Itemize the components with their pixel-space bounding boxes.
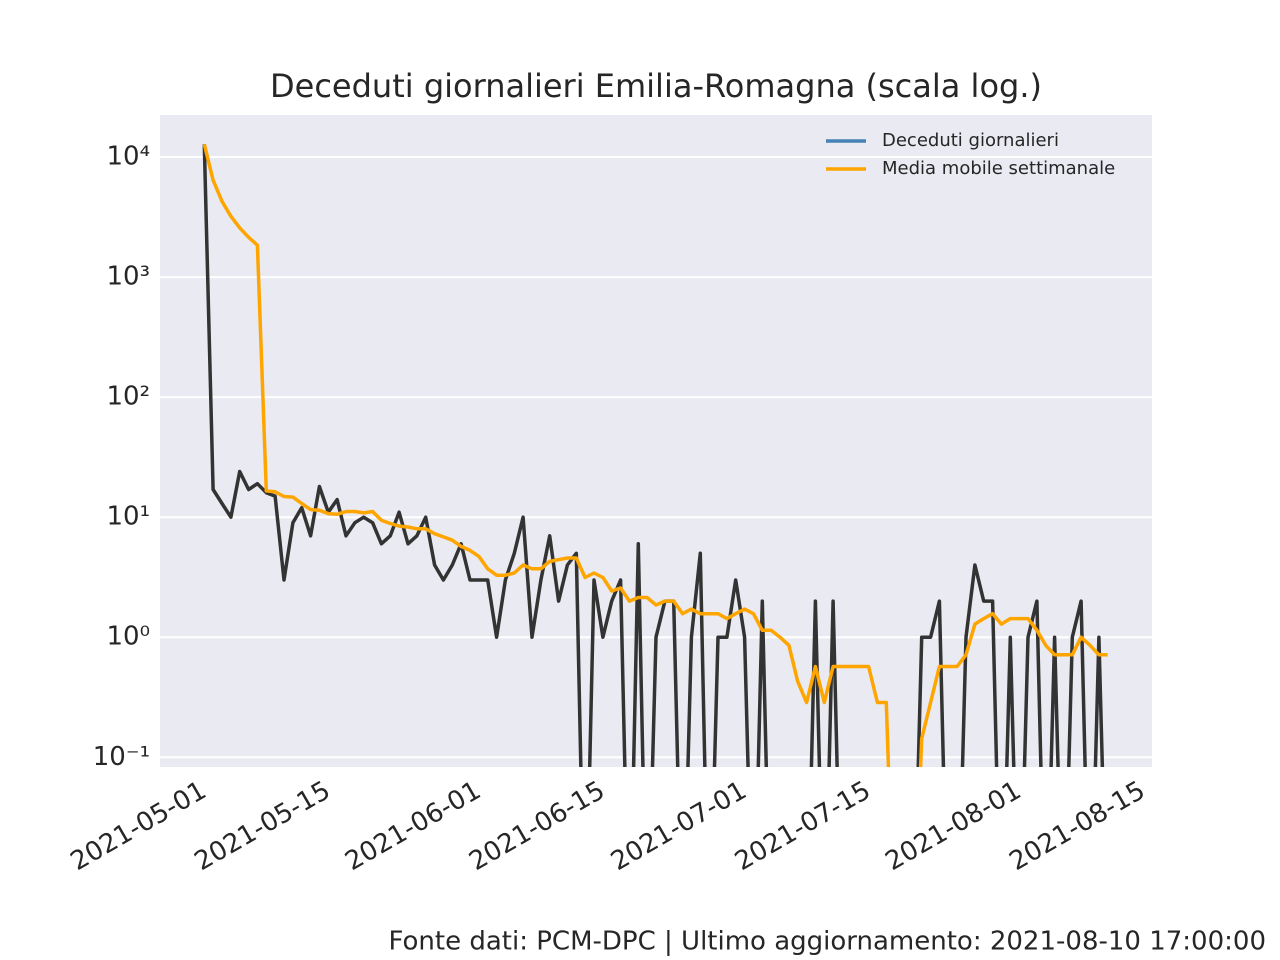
series-line <box>202 144 1105 767</box>
lines <box>202 143 1108 767</box>
x-tick-label: 2021-07-01 <box>606 776 752 878</box>
legend-label: Media mobile settimanale <box>882 158 1115 179</box>
y-tick-label: 10⁻¹ <box>93 742 150 772</box>
y-tick-label: 10⁰ <box>106 622 150 652</box>
x-tick-label: 2021-08-15 <box>1005 776 1151 878</box>
chart-title: Deceduti giornalieri Emilia-Romagna (sca… <box>270 67 1042 105</box>
series-line <box>202 143 1108 767</box>
x-tick-label: 2021-05-15 <box>190 776 336 878</box>
y-tick-label: 10⁴ <box>106 142 150 172</box>
y-tick-label: 10¹ <box>106 502 150 532</box>
x-tick-label: 2021-07-15 <box>730 776 876 878</box>
x-tick-label: 2021-06-15 <box>464 776 610 878</box>
x-tick-label: 2021-08-01 <box>881 776 1027 878</box>
y-tick-label: 10² <box>106 382 150 412</box>
x-tick-label: 2021-05-01 <box>66 776 212 878</box>
y-tick-label: 10³ <box>106 262 150 292</box>
legend-label: Deceduti giornalieri <box>882 130 1059 151</box>
footer: Fonte dati: PCM-DPC | Ultimo aggiornamen… <box>389 927 1267 957</box>
x-tick-label: 2021-06-01 <box>340 776 486 878</box>
